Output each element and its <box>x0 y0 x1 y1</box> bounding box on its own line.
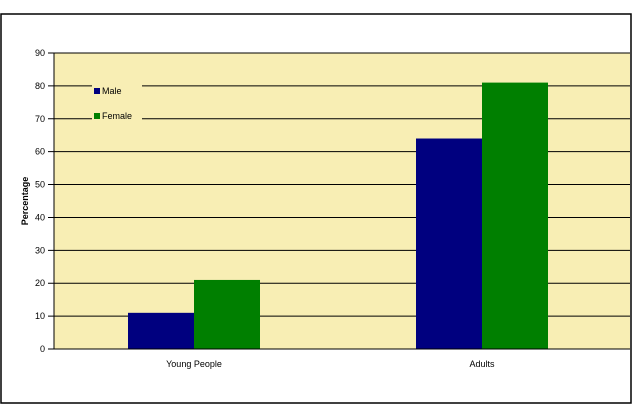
x-tick-labels: Young People Adults <box>166 359 495 369</box>
legend-label-female: Female <box>102 111 132 121</box>
bars <box>128 82 548 349</box>
bar-female-young-people <box>194 279 260 349</box>
y-tick-label: 20 <box>35 278 45 288</box>
y-tick-label: 40 <box>35 212 45 222</box>
x-tick-label: Adults <box>469 359 495 369</box>
y-axis-label: Percentage <box>20 177 30 226</box>
legend-item-background <box>92 84 142 98</box>
y-tick-labels: 0 10 20 30 40 50 60 70 80 90 <box>35 48 45 354</box>
y-tick-label: 60 <box>35 147 45 157</box>
y-tick-label: 50 <box>35 180 45 190</box>
y-tick-label: 80 <box>35 81 45 91</box>
legend-swatch-female <box>94 113 100 119</box>
bar-male-young-people <box>128 312 194 349</box>
bar-female-adults <box>482 82 548 349</box>
y-tick-label: 10 <box>35 311 45 321</box>
axes <box>53 53 630 350</box>
legend-swatch-male <box>94 88 100 94</box>
y-tick-label: 0 <box>40 344 45 354</box>
x-tick-label: Young People <box>166 359 222 369</box>
legend-label-male: Male <box>102 86 122 96</box>
y-tick-label: 90 <box>35 48 45 58</box>
legend-item-background <box>92 109 142 123</box>
legend: Male Female <box>92 84 142 123</box>
y-tick-label: 30 <box>35 245 45 255</box>
bar-male-adults <box>416 138 482 349</box>
y-tick-label: 70 <box>35 114 45 124</box>
